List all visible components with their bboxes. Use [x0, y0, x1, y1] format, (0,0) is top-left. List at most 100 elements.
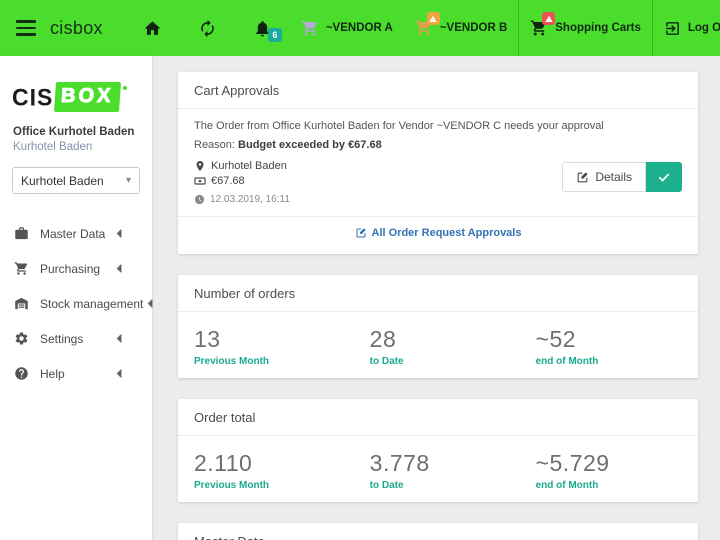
stat-end-of-month: ~5.729 end of Month — [536, 450, 682, 491]
gear-icon — [14, 331, 29, 346]
card-title: Cart Approvals — [178, 72, 698, 109]
stat-label: end of Month — [536, 356, 682, 367]
stat-label: to Date — [370, 356, 536, 367]
organization-block: Office Kurhotel Baden Kurhotel Baden — [0, 126, 152, 153]
shopping-carts-warning-icon — [542, 12, 555, 25]
sidebar-menu: Master Data Purchasing Stock management … — [0, 216, 152, 391]
approval-datetime-text: 12.03.2019, 16:11 — [210, 194, 290, 205]
vendor-a-cart-icon — [301, 19, 319, 37]
navbar-left: cisbox 6 — [0, 0, 290, 56]
shopping-carts-cart-icon — [530, 19, 548, 37]
help-icon — [14, 366, 29, 381]
stat-to-date: 3.778 to Date — [370, 450, 536, 491]
main-content: Cart Approvals The Order from Office Kur… — [152, 56, 720, 540]
reason-value: Budget exceeded by €67.68 — [238, 139, 382, 151]
stat-label: end of Month — [536, 480, 682, 491]
stat-label: to Date — [370, 480, 536, 491]
chevron-left-icon — [112, 331, 127, 346]
home-button[interactable] — [125, 19, 180, 38]
clock-icon — [194, 194, 205, 205]
sidebar-item-purchasing[interactable]: Purchasing — [0, 251, 152, 286]
location-select[interactable]: Kurhotel Baden ▾ — [12, 167, 140, 194]
home-icon — [143, 19, 162, 38]
briefcase-icon — [14, 226, 29, 241]
cart-approvals-card: Cart Approvals The Order from Office Kur… — [178, 72, 698, 254]
shopping-carts-label: Shopping Carts — [555, 22, 641, 34]
refresh-button[interactable] — [180, 19, 235, 38]
top-navbar: cisbox 6 ~VENDOR A ~VENDOR B — [0, 0, 720, 56]
chevron-left-icon — [112, 366, 127, 381]
chevron-left-icon — [112, 226, 127, 241]
approval-amount: €67.68 — [194, 175, 290, 187]
sidebar-item-help[interactable]: Help — [0, 356, 152, 391]
sidebar: CIS BOX Office Kurhotel Baden Kurhotel B… — [0, 56, 152, 540]
stat-label: Previous Month — [194, 480, 370, 491]
details-button[interactable]: Details — [562, 162, 646, 192]
reason-label: Reason: — [194, 139, 238, 151]
caret-down-icon: ▾ — [126, 175, 131, 186]
order-total-card: Order total 2.110 Previous Month 3.778 t… — [178, 399, 698, 502]
approval-location: Kurhotel Baden — [194, 160, 290, 172]
approval-reason: Reason: Budget exceeded by €67.68 — [194, 139, 682, 151]
approve-button[interactable] — [646, 162, 682, 192]
vendor-b-label: ~VENDOR B — [440, 22, 507, 34]
all-order-request-approvals-link[interactable]: All Order Request Approvals — [355, 227, 522, 239]
pin-icon — [194, 160, 206, 172]
logout-icon — [664, 20, 681, 37]
card-title: Order total — [178, 399, 698, 436]
check-icon — [657, 170, 671, 184]
vendor-b-cart-icon — [415, 19, 433, 37]
sidebar-item-label: Purchasing — [40, 262, 112, 276]
stat-value: 28 — [370, 326, 536, 353]
office-name: Office Kurhotel Baden — [13, 126, 139, 138]
master-data-card: Master Data 11 Vendors 3.859 Items 7 Ord… — [178, 523, 698, 540]
logout-button[interactable]: Log Out — [653, 0, 720, 56]
approval-amount-text: €67.68 — [211, 175, 245, 187]
sidebar-item-master-data[interactable]: Master Data — [0, 216, 152, 251]
vendor-b-warning-icon — [427, 12, 440, 25]
registered-mark-icon — [123, 86, 127, 90]
footer-link-label: All Order Request Approvals — [372, 227, 522, 239]
warehouse-icon — [14, 296, 29, 311]
details-button-label: Details — [595, 170, 632, 184]
stat-previous-month: 2.110 Previous Month — [194, 450, 370, 491]
shopping-carts-button[interactable]: Shopping Carts — [519, 0, 652, 56]
chevron-left-icon — [112, 261, 127, 276]
sidebar-item-label: Settings — [40, 332, 112, 346]
cisbox-logo: CIS BOX — [0, 82, 152, 112]
logo-box-text: BOX — [54, 82, 121, 112]
card-title: Number of orders — [178, 275, 698, 312]
approval-location-text: Kurhotel Baden — [211, 160, 287, 172]
approval-message: The Order from Office Kurhotel Baden for… — [194, 120, 682, 132]
vendor-b-button[interactable]: ~VENDOR B — [404, 0, 518, 56]
hamburger-menu-icon[interactable] — [16, 20, 36, 36]
number-of-orders-card: Number of orders 13 Previous Month 28 to… — [178, 275, 698, 378]
vendor-a-button[interactable]: ~VENDOR A — [290, 0, 404, 56]
logo-cis-text: CIS — [12, 83, 53, 111]
notification-count-badge: 6 — [268, 28, 282, 42]
banknote-icon — [194, 175, 206, 187]
brand-title: cisbox — [50, 18, 103, 39]
notifications-button[interactable]: 6 — [235, 19, 290, 38]
edit-icon — [355, 227, 367, 239]
stat-value: 2.110 — [194, 450, 370, 477]
stat-label: Previous Month — [194, 356, 370, 367]
edit-icon — [576, 171, 589, 184]
card-title: Master Data — [178, 523, 698, 540]
stat-value: ~5.729 — [536, 450, 682, 477]
vendor-a-label: ~VENDOR A — [326, 22, 393, 34]
organization-name: Kurhotel Baden — [13, 141, 139, 153]
stat-end-of-month: ~52 end of Month — [536, 326, 682, 367]
approval-datetime: 12.03.2019, 16:11 — [194, 194, 290, 205]
sidebar-item-label: Master Data — [40, 227, 112, 241]
stat-value: ~52 — [536, 326, 682, 353]
refresh-icon — [198, 19, 217, 38]
sidebar-item-settings[interactable]: Settings — [0, 321, 152, 356]
stat-value: 3.778 — [370, 450, 536, 477]
navbar-right: ~VENDOR A ~VENDOR B Shopping Carts — [290, 0, 720, 56]
sidebar-item-stock-management[interactable]: Stock management — [0, 286, 152, 321]
approval-actions: Details — [562, 162, 682, 192]
cart-icon — [14, 261, 29, 276]
approval-details-block: Kurhotel Baden €67.68 12.03.2019, 16:11 — [194, 160, 290, 208]
location-select-value: Kurhotel Baden — [21, 174, 104, 188]
